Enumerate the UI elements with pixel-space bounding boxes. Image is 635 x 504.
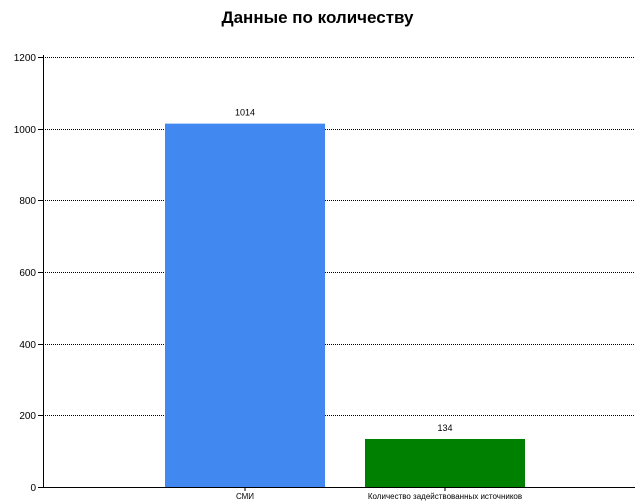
gridlines bbox=[43, 57, 635, 416]
bar bbox=[165, 123, 325, 488]
y-tick-label: 1000 bbox=[14, 125, 37, 136]
bar bbox=[365, 438, 525, 487]
data-label: 1014 bbox=[235, 108, 255, 118]
y-tick-label: 1200 bbox=[14, 53, 37, 64]
x-tick-label: Количество задействованных источников bbox=[368, 492, 522, 501]
y-tick-label: 800 bbox=[19, 196, 36, 207]
bars bbox=[165, 123, 525, 488]
x-tick-label: СМИ bbox=[236, 492, 254, 501]
y-tick-label: 600 bbox=[19, 268, 36, 279]
labels: 0 200 400 600 800 1000 1200 1014 СМИ 134 Количеств… bbox=[14, 53, 522, 501]
y-tick-label: 0 bbox=[30, 483, 36, 494]
y-tick-label: 400 bbox=[19, 340, 36, 351]
data-label: 134 bbox=[437, 423, 452, 433]
axes bbox=[38, 55, 635, 491]
chart-title: Данные по количеству bbox=[221, 8, 414, 27]
y-tick-label: 200 bbox=[19, 411, 36, 422]
